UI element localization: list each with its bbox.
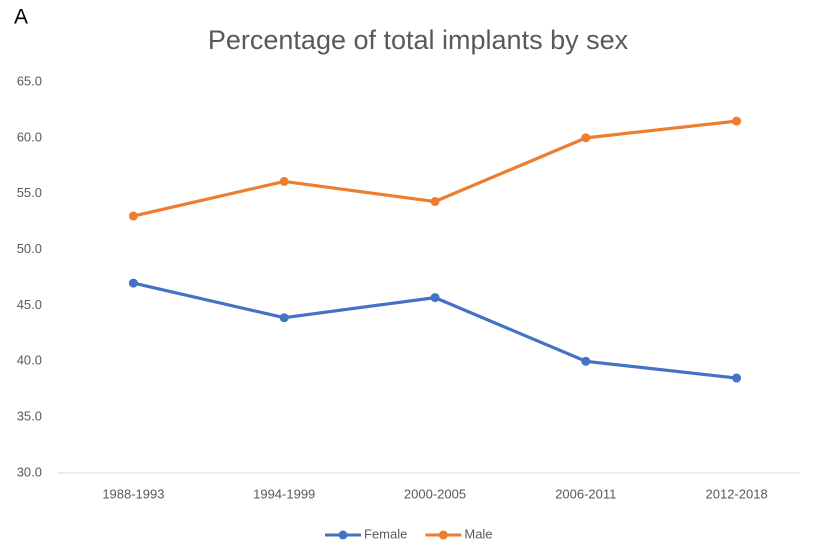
x-tick-label: 2006-2011 xyxy=(555,486,616,501)
point xyxy=(581,133,591,143)
legend-label: Male xyxy=(464,526,492,541)
point xyxy=(581,356,591,366)
point xyxy=(430,293,440,303)
y-tick-label: 65.0 xyxy=(17,73,42,88)
legend-marker xyxy=(438,530,448,540)
point xyxy=(128,278,138,288)
x-tick-label: 1988-1993 xyxy=(102,486,164,501)
y-tick-label: 30.0 xyxy=(17,464,42,479)
y-tick-label: 45.0 xyxy=(17,297,42,312)
point xyxy=(732,116,742,126)
y-tick-label: 55.0 xyxy=(17,185,42,200)
y-tick-label: 60.0 xyxy=(17,129,42,144)
legend-marker xyxy=(338,530,348,540)
point xyxy=(128,211,138,221)
y-tick-label: 35.0 xyxy=(17,409,42,424)
y-tick-label: 50.0 xyxy=(17,241,42,256)
x-tick-label: 2000-2005 xyxy=(404,486,466,501)
point xyxy=(732,373,742,383)
chart-title: Percentage of total implants by sex xyxy=(208,25,629,55)
legend-label: Female xyxy=(364,526,407,541)
point xyxy=(279,313,289,323)
y-tick-label: 40.0 xyxy=(17,353,42,368)
panel-label: A xyxy=(14,6,28,29)
point xyxy=(279,176,289,186)
point xyxy=(430,197,440,207)
x-tick-label: 2012-2018 xyxy=(706,486,768,501)
x-tick-label: 1994-1999 xyxy=(253,486,315,501)
